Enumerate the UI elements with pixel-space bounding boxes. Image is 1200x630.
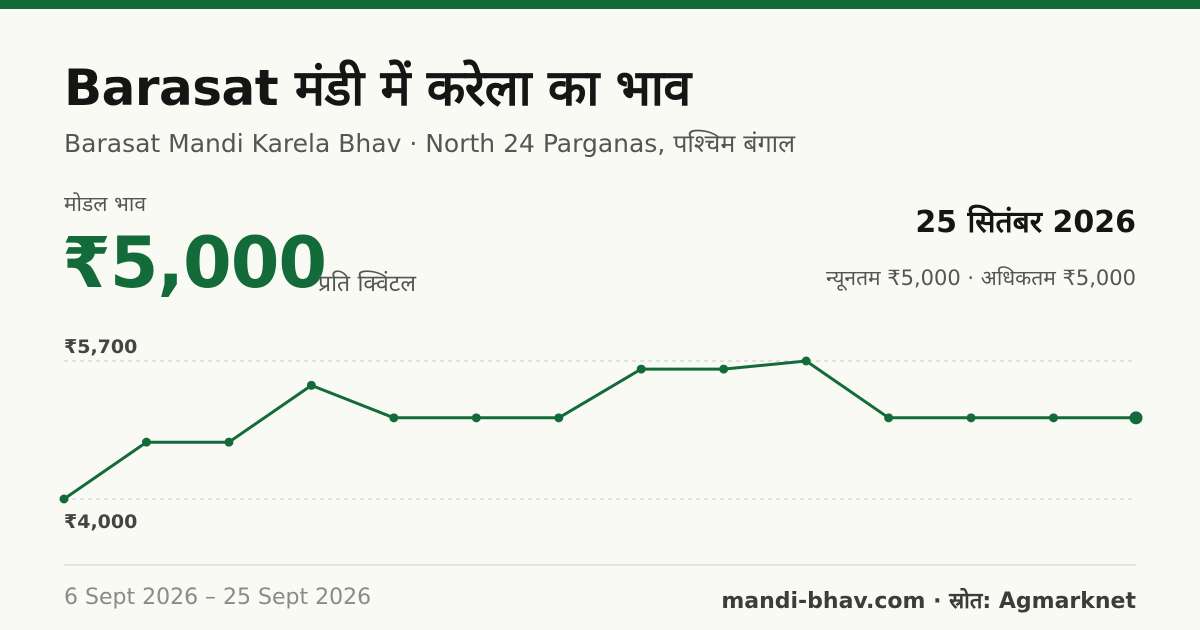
data-point-4 (389, 413, 399, 423)
data-point-3 (306, 380, 316, 390)
top-accent-bar (0, 0, 1200, 9)
page-subtitle: Barasat Mandi Karela Bhav · North 24 Par… (64, 129, 796, 158)
y-tick-label-0: ₹5,700 (64, 336, 137, 358)
model-price-value: ₹5,000 (62, 222, 327, 304)
latest-date: 25 सितंबर 2026 (915, 205, 1136, 240)
data-point-5 (471, 413, 481, 423)
data-point-0 (59, 494, 69, 504)
min-max-range: न्यूनतम ₹5,000 · अधिकतम ₹5,000 (826, 266, 1136, 290)
source-credit: mandi-bhav.com · स्रोत: Agmarknet (721, 589, 1136, 614)
latest-data-point (1129, 411, 1143, 425)
data-point-8 (719, 364, 729, 374)
data-point-2 (224, 437, 234, 447)
data-point-12 (1049, 413, 1059, 423)
data-point-6 (554, 413, 564, 423)
price-unit: प्रति क्विंटल (318, 271, 416, 297)
page-title: Barasat मंडी में करेला का भाव (64, 59, 691, 117)
data-point-1 (141, 437, 151, 447)
data-point-9 (801, 356, 811, 366)
series-line (62, 359, 1138, 501)
y-tick-label-1: ₹4,000 (64, 511, 137, 533)
data-point-7 (636, 364, 646, 374)
data-point-11 (966, 413, 976, 423)
model-price-label: मोडल भाव (64, 192, 147, 216)
date-period: 6 Sept 2026 – 25 Sept 2026 (64, 585, 372, 610)
data-point-10 (884, 413, 894, 423)
